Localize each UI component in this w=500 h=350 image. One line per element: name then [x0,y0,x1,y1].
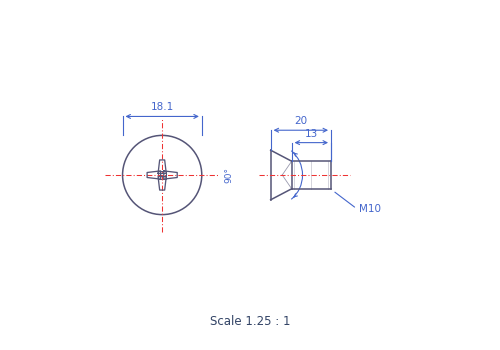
Text: 13: 13 [304,129,318,139]
Text: 90°: 90° [224,167,234,183]
Text: 20: 20 [294,116,308,126]
Bar [158,171,166,179]
Text: Scale 1.25 : 1: Scale 1.25 : 1 [210,315,290,328]
Text: M10: M10 [358,204,380,214]
Text: 18.1: 18.1 [150,102,174,112]
